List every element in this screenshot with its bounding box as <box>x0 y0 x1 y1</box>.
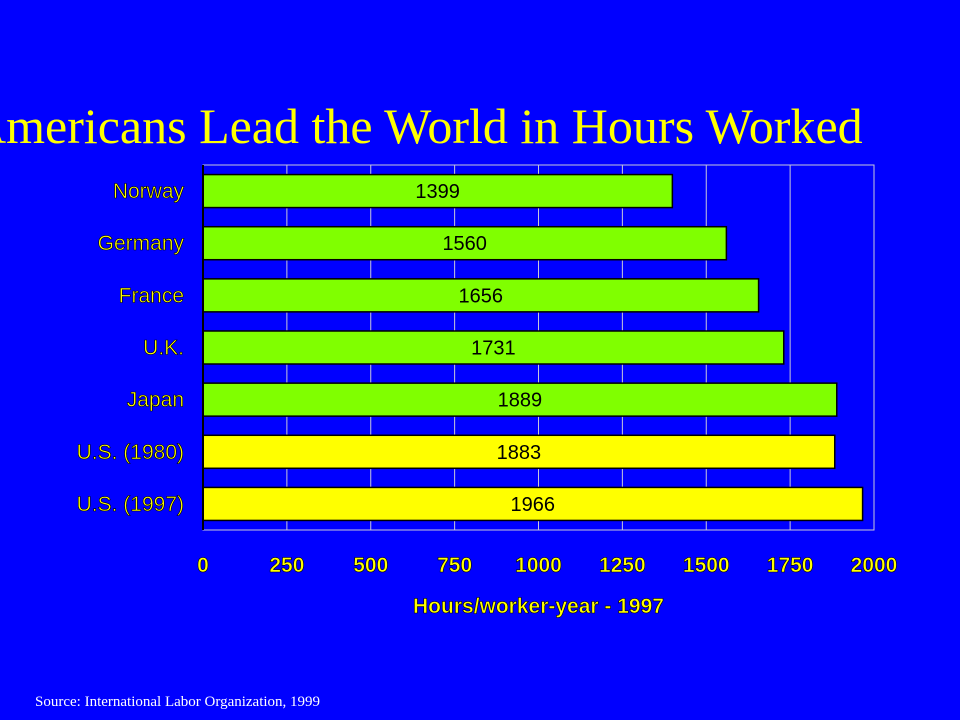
bar-3 <box>202 330 785 365</box>
x-tick-label-2: 500 <box>353 554 388 577</box>
bar-4 <box>202 382 838 417</box>
category-label-6: U.S. (1997) <box>77 493 184 516</box>
source-note: Source: International Labor Organization… <box>35 694 321 710</box>
bar-1 <box>202 225 728 261</box>
bar-value-label-0: 1399 <box>415 181 460 203</box>
category-label-2: France <box>119 284 184 307</box>
x-tick-label-3: 750 <box>437 554 472 577</box>
bar-value-label-6: 1966 <box>511 494 556 516</box>
category-label-0: Norway <box>113 180 185 203</box>
x-tick-label-5: 1250 <box>599 554 646 577</box>
x-tick-label-4: 1000 <box>515 554 562 577</box>
bar-value-label-5: 1883 <box>497 442 542 464</box>
bar-6 <box>202 486 864 522</box>
bar-value-label-2: 1656 <box>459 285 504 307</box>
slide-title-text: Americans Lead the World in Hours Worked <box>0 98 863 154</box>
bar-value-label-3: 1731 <box>471 338 516 360</box>
bar-value-label-4: 1889 <box>498 390 543 412</box>
x-tick-label-7: 1750 <box>767 554 814 577</box>
bar-value-label-1: 1560 <box>442 233 487 255</box>
x-tick-label-6: 1500 <box>683 554 730 577</box>
bar-0 <box>202 173 674 209</box>
category-label-1: Germany <box>98 232 185 255</box>
category-label-3: U.K. <box>143 337 184 360</box>
x-tick-label-8: 2000 <box>851 554 898 577</box>
bar-2 <box>202 278 760 313</box>
x-tick-label-1: 250 <box>269 554 304 577</box>
x-axis-title: Hours/worker-year - 1997 <box>413 595 664 618</box>
category-label-5: U.S. (1980) <box>77 441 184 464</box>
category-label-4: Japan <box>127 389 184 412</box>
bar-5 <box>202 434 836 470</box>
x-tick-label-0: 0 <box>197 554 209 577</box>
slide-title: Americans Lead the World in Hours Worked <box>0 86 960 166</box>
